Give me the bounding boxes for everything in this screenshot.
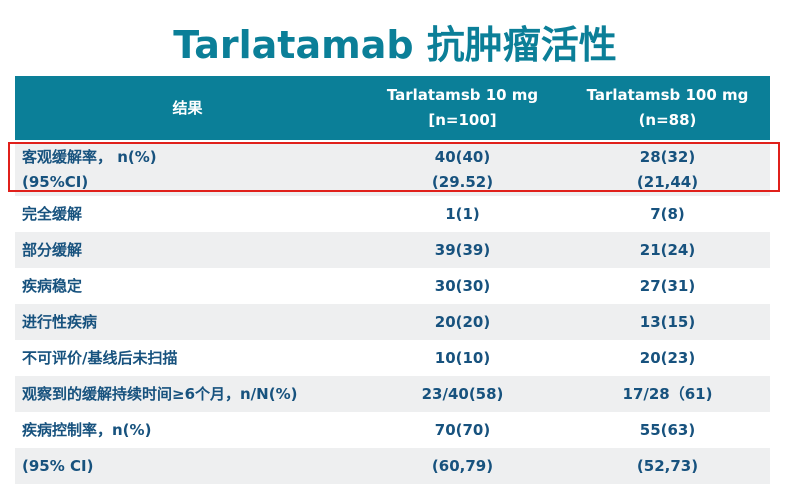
table-row: 结果 Tarlatamsb 10 mg [n=100] Tarlatamsb 100 … xyxy=(15,76,770,140)
cell-text: 疾病稳定 xyxy=(22,276,83,295)
table-cell: (95% CI) xyxy=(15,448,360,484)
cell-text: 疾病控制率，n(%) xyxy=(22,420,152,439)
table-cell: 28(32) (21,44) xyxy=(565,143,770,196)
cell-text: 28(32) xyxy=(639,147,696,166)
table-cell: 27(31) xyxy=(565,268,770,304)
table-cell: 1(1) xyxy=(360,196,565,232)
table-cell: 进行性疾病 xyxy=(15,304,360,340)
table-row: 疾病稳定 30(30) 27(31) xyxy=(15,268,770,304)
cell-text: (95%CI) xyxy=(22,172,89,191)
cell-text: 7(8) xyxy=(650,204,685,223)
cell-text: 23/40(58) xyxy=(421,384,504,403)
cell-text: 27(31) xyxy=(639,276,696,295)
cell-text: 完全缓解 xyxy=(22,204,83,223)
table-cell: 结果 xyxy=(15,76,360,140)
cell-text: 进行性疾病 xyxy=(22,312,98,331)
cell-text: 部分缓解 xyxy=(22,240,83,259)
cell-text: 39(39) xyxy=(434,240,491,259)
table-row: 观察到的缓解持续时间≥6个月，n/N(%) 23/40(58) 17/28（61) xyxy=(15,376,770,412)
cell-text: (21,44) xyxy=(636,172,699,191)
table-cell: Tarlatamsb 10 mg [n=100] xyxy=(360,76,565,140)
table-cell: 观察到的缓解持续时间≥6个月，n/N(%) xyxy=(15,376,360,412)
table-cell: 完全缓解 xyxy=(15,196,360,232)
cell-text: 20(23) xyxy=(639,348,696,367)
table-row: 进行性疾病 20(20) 13(15) xyxy=(15,304,770,340)
table-cell: 40(40) (29.52) xyxy=(360,143,565,196)
table-cell: 70(70) xyxy=(360,412,565,448)
cell-text: 17/28（61) xyxy=(622,384,713,403)
cell-text: 20(20) xyxy=(434,312,491,331)
cell-text: 结果 xyxy=(172,98,203,117)
table-cell: 10(10) xyxy=(360,340,565,376)
table-row: 完全缓解 1(1) 7(8) xyxy=(15,196,770,232)
table-cell: 客观缓解率， n(%) (95%CI) xyxy=(15,143,360,196)
cell-text: (n=88) xyxy=(638,111,697,129)
table-cell: 30(30) xyxy=(360,268,565,304)
table-cell: (52,73) xyxy=(565,448,770,484)
table-cell: 部分缓解 xyxy=(15,232,360,268)
table-row: 不可评价/基线后未扫描 10(10) 20(23) xyxy=(15,340,770,376)
table-cell: Tarlatamsb 100 mg (n=88) xyxy=(565,76,770,140)
table-cell: 17/28（61) xyxy=(565,376,770,412)
cell-text: 70(70) xyxy=(434,420,491,439)
table-row: 疾病控制率，n(%) 70(70) 55(63) xyxy=(15,412,770,448)
cell-text: 40(40) xyxy=(434,147,491,166)
table-row: 客观缓解率， n(%) (95%CI) 40(40) (29.52) 28(32) (21… xyxy=(15,143,770,196)
cell-text: 客观缓解率， n(%) xyxy=(22,147,157,166)
table-cell: 55(63) xyxy=(565,412,770,448)
table-cell: 20(23) xyxy=(565,340,770,376)
cell-text: 10(10) xyxy=(434,348,491,367)
table-cell: 20(20) xyxy=(360,304,565,340)
table-cell: 疾病控制率，n(%) xyxy=(15,412,360,448)
table-cell: 39(39) xyxy=(360,232,565,268)
cell-text: 21(24) xyxy=(639,240,696,259)
table-cell: 13(15) xyxy=(565,304,770,340)
table-cell: (60,79) xyxy=(360,448,565,484)
table-cell: 疾病稳定 xyxy=(15,268,360,304)
table-row: 部分缓解 39(39) 21(24) xyxy=(15,232,770,268)
highlight-box xyxy=(8,142,780,192)
cell-text: 30(30) xyxy=(434,276,491,295)
cell-text: Tarlatamsb 100 mg xyxy=(586,86,749,104)
table-cell: 7(8) xyxy=(565,196,770,232)
table-cell: 不可评价/基线后未扫描 xyxy=(15,340,360,376)
slide-title: Tarlatamab 抗肿瘤活性 xyxy=(173,23,617,67)
cell-text: 55(63) xyxy=(639,420,696,439)
cell-text: 13(15) xyxy=(639,312,696,331)
cell-text: Tarlatamsb 10 mg xyxy=(386,86,539,104)
cell-text: [n=100] xyxy=(428,111,497,129)
table-cell: 21(24) xyxy=(565,232,770,268)
cell-text: (95% CI) xyxy=(22,456,94,475)
cell-text: 不可评价/基线后未扫描 xyxy=(22,348,178,367)
cell-text: (29.52) xyxy=(431,172,494,191)
cell-text: 1(1) xyxy=(445,204,480,223)
cell-text: (60,79) xyxy=(431,456,494,475)
table-row: (95% CI) (60,79) (52,73) xyxy=(15,448,770,484)
cell-text: (52,73) xyxy=(636,456,699,475)
table-cell: 23/40(58) xyxy=(360,376,565,412)
cell-text: 观察到的缓解持续时间≥6个月，n/N(%) xyxy=(22,384,298,403)
